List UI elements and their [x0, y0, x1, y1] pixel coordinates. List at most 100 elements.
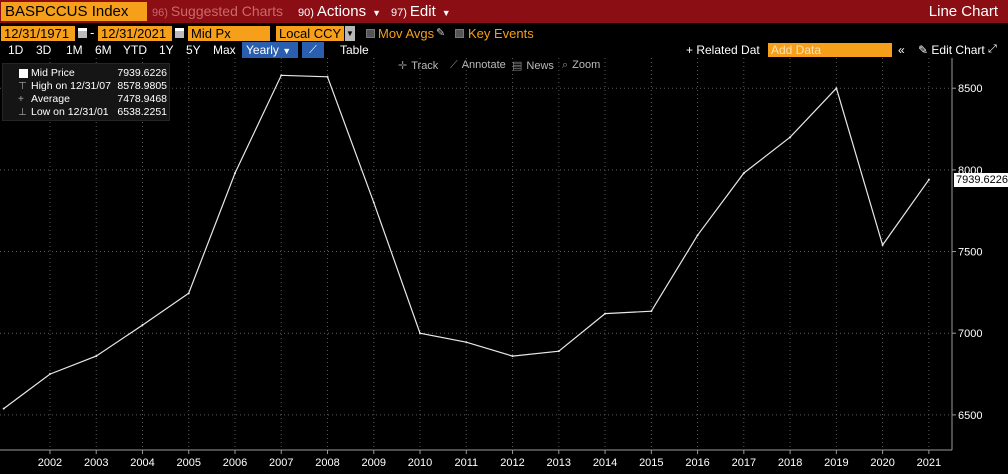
x-tick-label: 2020: [870, 457, 894, 469]
settings-bar: 12/31/1971 - 12/31/2021 Mid Px Local CCY…: [0, 24, 1008, 42]
data-point: [233, 172, 236, 175]
annotate-tool[interactable]: ⟋ Annotate: [450, 59, 506, 72]
chart-legend: Mid Price 7939.6226 ⊤ High on 12/31/07 8…: [2, 63, 170, 121]
low-marker-icon: ⊥: [18, 107, 27, 118]
end-date-field[interactable]: 12/31/2021: [98, 26, 172, 41]
x-tick-label: 2014: [593, 457, 617, 469]
legend-low-label: Low on 12/31/01: [31, 106, 109, 118]
data-point: [187, 292, 190, 295]
annotate-label: Annotate: [461, 59, 506, 71]
news-icon: ▤: [512, 60, 523, 72]
legend-series-value: 7939.6226: [117, 67, 167, 79]
frequency-label: Yearly: [246, 43, 279, 57]
x-tick-label: 2010: [408, 457, 432, 469]
field-select[interactable]: Mid Px: [188, 26, 270, 41]
y-tick-label: 8500: [958, 83, 982, 95]
period-ytd[interactable]: YTD: [123, 43, 147, 57]
zoom-tool[interactable]: ⌕ Zoom: [562, 59, 600, 72]
last-value-label: 7939.6226: [954, 172, 1008, 187]
legend-series-row[interactable]: Mid Price 7939.6226: [3, 67, 171, 80]
x-tick-label: 2011: [454, 457, 478, 469]
x-tick-label: 2019: [824, 457, 848, 469]
legend-high-label: High on 12/31/07: [31, 80, 111, 92]
data-point: [835, 87, 838, 90]
x-tick-label: 2013: [547, 457, 571, 469]
data-point: [511, 355, 514, 358]
zoom-label: Zoom: [572, 59, 601, 71]
add-data-input[interactable]: Add Data: [768, 43, 892, 57]
period-3d[interactable]: 3D: [36, 43, 52, 57]
track-label: Track: [411, 60, 439, 72]
legend-low-row: ⊥ Low on 12/31/01 6538.2251: [3, 106, 171, 119]
data-point: [650, 310, 653, 313]
mov-avgs-label[interactable]: Mov Avgs: [378, 26, 435, 41]
data-point: [2, 407, 5, 410]
x-tick-label: 2015: [639, 457, 663, 469]
crosshair-icon: ✛: [398, 60, 408, 72]
pencil-icon[interactable]: ✎: [436, 27, 446, 39]
period-bar: 1D 3D 1M 6M YTD 1Y 5Y Max Yearly ▼ ⟋ Tab…: [0, 42, 1008, 58]
table-button[interactable]: Table: [340, 43, 369, 57]
average-marker-icon: +: [18, 94, 24, 105]
data-point: [95, 355, 98, 358]
ticker-field[interactable]: BASPCCUS Index: [1, 2, 147, 21]
period-max[interactable]: Max: [213, 43, 236, 57]
key-events-checkbox[interactable]: [455, 29, 464, 38]
edit-menu[interactable]: 97) Edit ▼: [391, 2, 451, 21]
x-tick-label: 2003: [84, 457, 108, 469]
x-tick-label: 2007: [269, 457, 293, 469]
legend-average-row: + Average 7478.9468: [3, 93, 171, 106]
key-events-label[interactable]: Key Events: [468, 26, 534, 41]
legend-average-value: 7478.9468: [117, 93, 167, 105]
data-point: [789, 136, 792, 139]
period-1m[interactable]: 1M: [66, 43, 83, 57]
legend-series-name: Mid Price: [31, 67, 75, 79]
data-point: [881, 244, 884, 247]
expand-icon[interactable]: ⤢: [988, 43, 997, 55]
x-tick-label: 2006: [223, 457, 247, 469]
x-axis: 2002 2003 2004 2005 2006 2007 2008 2009 2010 2011…: [0, 449, 952, 469]
x-tick-label: 2016: [685, 457, 709, 469]
data-point: [557, 350, 560, 353]
calendar-icon[interactable]: [175, 28, 184, 38]
data-point: [419, 332, 422, 335]
top-bar: BASPCCUS Index 96) Suggested Charts 90) Ac…: [0, 0, 1008, 23]
edit-number: 97): [391, 7, 407, 19]
actions-label: Actions: [316, 3, 367, 20]
actions-menu[interactable]: 90) Actions ▼: [298, 2, 381, 21]
data-point: [48, 373, 51, 376]
legend-average-label: Average: [31, 93, 70, 105]
period-1y[interactable]: 1Y: [159, 43, 174, 57]
y-tick-label: 6500: [958, 410, 982, 422]
collapse-icon[interactable]: «: [898, 43, 905, 57]
data-point: [465, 341, 468, 344]
legend-high-value: 8578.9805: [117, 80, 167, 92]
frequency-select[interactable]: Yearly ▼: [242, 42, 298, 58]
news-tool[interactable]: ▤ News: [512, 59, 554, 72]
period-6m[interactable]: 6M: [95, 43, 112, 57]
data-point: [696, 234, 699, 237]
caret-down-icon: ▼: [372, 8, 382, 18]
edit-chart-button[interactable]: ✎ Edit Chart: [918, 43, 985, 57]
line-chart-icon[interactable]: ⟋: [302, 42, 324, 58]
calendar-icon[interactable]: [78, 28, 87, 38]
track-tool[interactable]: ✛ Track: [398, 59, 438, 72]
start-date-field[interactable]: 12/31/1971: [1, 26, 75, 41]
period-5y[interactable]: 5Y: [186, 43, 201, 57]
news-label: News: [526, 60, 554, 72]
chevron-down-icon[interactable]: ▼: [345, 26, 355, 41]
data-point: [372, 201, 375, 204]
mov-avgs-checkbox[interactable]: [366, 29, 375, 38]
y-tick-label: 7000: [958, 328, 982, 340]
period-1d[interactable]: 1D: [8, 43, 24, 57]
chart-type-title: Line Chart: [928, 3, 998, 20]
currency-select[interactable]: Local CCY: [276, 26, 344, 41]
suggested-charts-menu[interactable]: 96) Suggested Charts: [152, 2, 283, 21]
data-point: [280, 74, 283, 77]
related-data-button[interactable]: + Related Dat: [686, 43, 760, 57]
data-point: [141, 324, 144, 327]
suggested-charts-number: 96): [152, 7, 168, 19]
suggested-charts-label: Suggested Charts: [170, 3, 283, 19]
